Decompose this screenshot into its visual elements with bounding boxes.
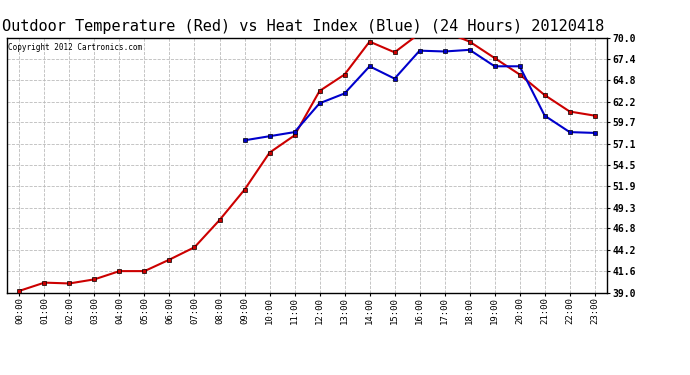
Text: Outdoor Temperature (Red) vs Heat Index (Blue) (24 Hours) 20120418: Outdoor Temperature (Red) vs Heat Index … <box>3 19 604 34</box>
Text: Copyright 2012 Cartronics.com: Copyright 2012 Cartronics.com <box>8 43 142 52</box>
